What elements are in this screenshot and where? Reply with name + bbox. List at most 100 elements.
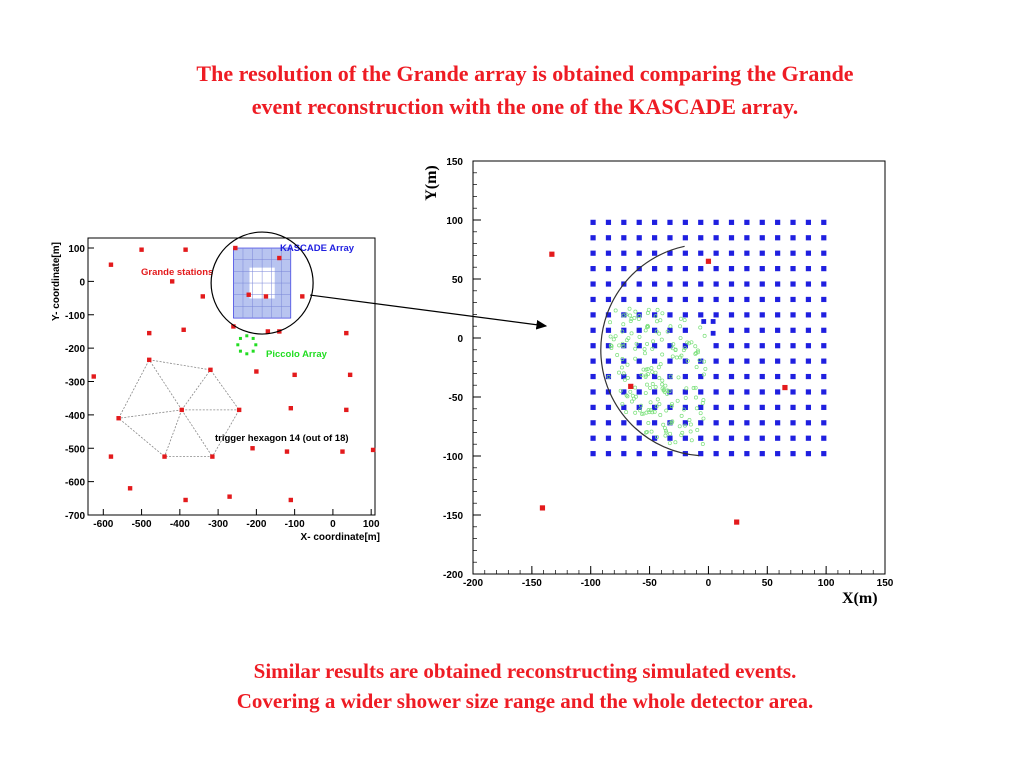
grande-station (179, 407, 184, 413)
kascade-detector (775, 404, 781, 410)
kascade-detector (728, 389, 735, 395)
grande-station (277, 255, 282, 261)
shower-hit (668, 324, 673, 329)
kascade-detector (759, 250, 765, 256)
grande-station (284, 449, 290, 454)
shower-hit (685, 358, 690, 363)
kascade-detector (698, 420, 704, 426)
left-x-tick-label: -600 (93, 519, 113, 530)
kascade-detector (805, 358, 812, 364)
kascade-detector (713, 219, 719, 225)
shower-hit (693, 351, 698, 356)
shower-hit (643, 391, 648, 395)
kascade-detector (590, 250, 596, 256)
kascade-detector (605, 281, 612, 287)
kascade-detector (667, 358, 673, 364)
grande-station (208, 367, 213, 373)
kascade-detector (775, 343, 781, 349)
kascade-detector (710, 330, 716, 336)
kascade-detector (621, 250, 627, 256)
shower-hit (646, 324, 651, 329)
shower-hit (655, 307, 660, 312)
shower-hit (674, 355, 679, 360)
kascade-detector (775, 327, 781, 333)
slide-title: The resolution of the Grande array is ob… (60, 57, 990, 123)
kascade-detector (590, 281, 596, 287)
kascade-detector (775, 389, 781, 395)
shower-hit (670, 346, 675, 351)
kascade-detector (698, 435, 704, 441)
shower-hit (641, 411, 646, 416)
shower-hit (613, 308, 618, 313)
title-line-1: The resolution of the Grande array is ob… (196, 61, 854, 86)
kascade-detector (698, 451, 704, 457)
kascade-detector (759, 343, 765, 349)
piccolo-array (236, 334, 258, 356)
kascade-array-label: KASCADE Array (280, 243, 355, 254)
grande-station (183, 497, 188, 503)
kascade-detector (805, 389, 812, 395)
kascade-detector (744, 420, 750, 426)
kascade-detector (713, 389, 719, 395)
kascade-detector (821, 250, 827, 256)
kascade-detector (790, 312, 796, 318)
kascade-detector (759, 404, 765, 410)
shower-hit (627, 306, 632, 311)
shower-hit (688, 422, 693, 427)
kascade-detector (775, 420, 781, 426)
shower-hit (668, 374, 673, 379)
shower-hit (646, 408, 651, 413)
kascade-detector (728, 358, 735, 364)
kascade-detector (821, 373, 827, 380)
shower-hit (665, 388, 670, 393)
kascade-detector (698, 404, 704, 410)
shower-hit (608, 320, 613, 325)
shower-hit (687, 418, 692, 422)
kascade-detector (682, 312, 688, 318)
kascade-detector (744, 373, 750, 380)
kascade-detector (759, 451, 765, 457)
zoom-arrow (310, 294, 548, 330)
left-x-axis-title: X- coordinate[m] (301, 532, 380, 543)
left-x-tick-label: -300 (208, 519, 228, 530)
piccolo-station (251, 349, 255, 353)
kascade-detector (651, 281, 658, 287)
kascade-detector (821, 451, 827, 457)
left-y-tick-label: -200 (65, 344, 85, 355)
shower-hit (621, 344, 626, 349)
kascade-detector (682, 404, 688, 410)
kascade-detector (713, 235, 719, 241)
shower-hit (668, 421, 673, 426)
grande-station (233, 245, 238, 251)
kascade-detector (651, 451, 658, 457)
grande-station (705, 258, 712, 264)
kascade-detector (805, 235, 812, 241)
shower-hit (689, 438, 694, 443)
kascade-detector (805, 266, 812, 272)
left-y-tick-label: 0 (79, 277, 85, 288)
kascade-detector (605, 343, 612, 349)
left-y-axis-title: Y- coordinate[m] (51, 242, 62, 321)
shower-hit (633, 410, 638, 415)
kascade-detector (605, 250, 612, 256)
shower-hit (624, 338, 629, 343)
shower-hit (676, 375, 681, 380)
kascade-detector (605, 389, 612, 395)
kascade-detector (821, 235, 827, 241)
kascade-detector (805, 219, 812, 225)
shower-hit (633, 309, 638, 314)
kascade-detector (821, 389, 827, 395)
left-y-tick-label: -100 (65, 311, 85, 322)
shower-hit (701, 416, 706, 421)
shower-hit (683, 346, 687, 351)
shower-hit (679, 433, 684, 438)
hexagon-spoke (118, 409, 182, 419)
kascade-detector (698, 296, 704, 303)
kascade-detector (790, 343, 796, 349)
shower-hit (658, 362, 663, 367)
right-plot-ticks: -200 -150 -100 -50 0 50 100 150 150 100 50 0 -50 -100… (443, 157, 894, 589)
kascade-detector (605, 327, 612, 333)
grande-station (236, 407, 242, 413)
kascade-detector (698, 219, 704, 225)
